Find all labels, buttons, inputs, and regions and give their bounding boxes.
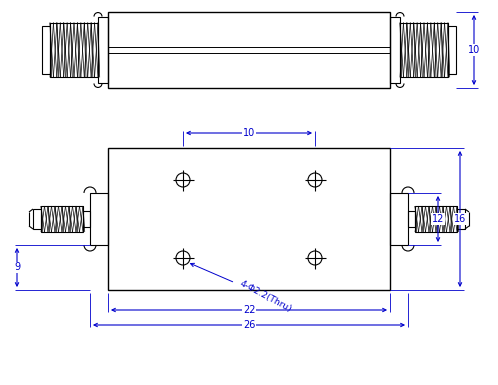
Bar [98, 17, 108, 84]
Text: 10: 10 [243, 128, 255, 138]
Text: 12: 12 [432, 214, 444, 224]
Text: 26: 26 [243, 320, 255, 330]
Bar [415, 206, 457, 232]
Bar [457, 209, 465, 229]
Bar [108, 12, 390, 88]
Bar [83, 211, 90, 227]
Bar [400, 23, 448, 77]
Bar [408, 211, 415, 227]
Text: 4-Φ2.2(Thru): 4-Φ2.2(Thru) [191, 263, 293, 313]
Bar [33, 209, 41, 229]
Bar [90, 193, 108, 245]
Bar [50, 23, 98, 77]
Text: 9: 9 [14, 263, 20, 273]
Bar [42, 27, 50, 74]
Bar [448, 27, 456, 74]
Text: 10: 10 [468, 45, 480, 55]
Text: 22: 22 [243, 305, 255, 315]
Text: 16: 16 [454, 214, 466, 224]
Bar [390, 193, 408, 245]
Bar [108, 148, 390, 290]
Bar [41, 206, 83, 232]
Bar [390, 17, 400, 84]
